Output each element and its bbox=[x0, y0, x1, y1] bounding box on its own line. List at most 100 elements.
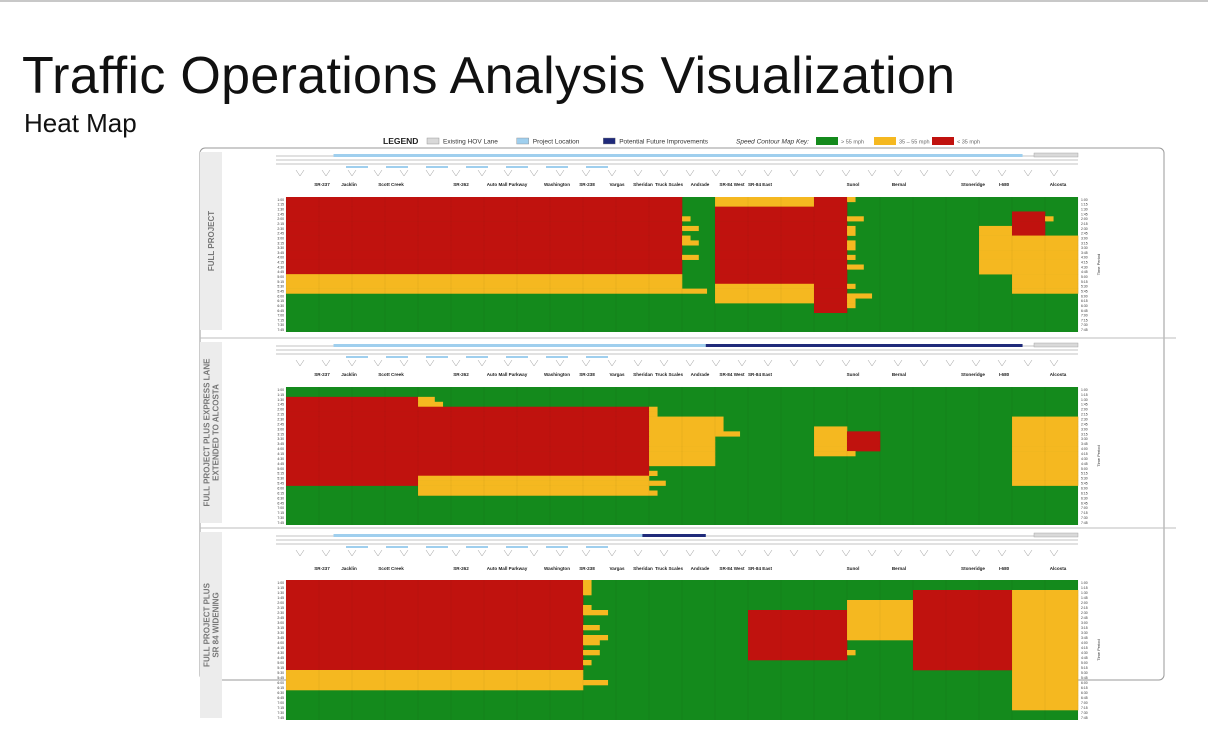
time-label-left: 5:00 bbox=[277, 467, 284, 471]
heatmap-cell bbox=[847, 600, 914, 606]
heatmap-cell bbox=[1012, 610, 1079, 616]
time-label-left: 6:45 bbox=[277, 696, 284, 700]
heatmap-cell bbox=[715, 288, 815, 294]
heatmap-cell bbox=[715, 230, 848, 236]
location-label: I-680 bbox=[999, 372, 1010, 377]
time-label-left: 3:30 bbox=[277, 246, 284, 250]
heatmap-cell bbox=[286, 635, 584, 641]
time-label-left: 6:30 bbox=[277, 304, 284, 308]
heatmap-cell bbox=[286, 225, 683, 232]
heatmap-cell bbox=[748, 615, 848, 621]
heatmap-cell bbox=[1012, 655, 1079, 661]
scenario-label: FULL PROJECT PLUS EXPRESS LANE bbox=[203, 358, 212, 507]
heatmap-cell bbox=[286, 221, 683, 227]
heatmap-cell bbox=[715, 278, 848, 285]
time-label-right: 1:45 bbox=[1081, 403, 1088, 407]
location-label: SR-262 bbox=[453, 182, 469, 187]
heatmap-cell bbox=[286, 451, 650, 457]
heatmap-cell bbox=[847, 620, 914, 626]
heatmap-cell bbox=[814, 431, 848, 437]
heatmap-cell bbox=[979, 235, 1079, 241]
ramp-tick bbox=[789, 359, 799, 367]
ramp-tick bbox=[633, 359, 643, 367]
heatmap-cell bbox=[847, 216, 864, 222]
heatmap-cell bbox=[913, 590, 1013, 596]
hov-lane-marker bbox=[1033, 342, 1079, 348]
heatmap-cell bbox=[715, 269, 848, 275]
ramp-tick bbox=[555, 169, 565, 177]
time-label-left: 7:00 bbox=[277, 314, 284, 318]
ramp-tick bbox=[607, 549, 617, 557]
location-label: Andrade bbox=[691, 372, 710, 377]
time-label-right: 5:45 bbox=[1081, 676, 1088, 680]
heatmap-cell bbox=[748, 645, 848, 651]
time-label-left: 4:30 bbox=[277, 457, 284, 461]
location-label: Andrade bbox=[691, 566, 710, 571]
heatmap-cell bbox=[286, 240, 683, 246]
project-bar bbox=[333, 534, 706, 537]
heatmap-cell bbox=[286, 625, 584, 631]
time-label-left: 7:30 bbox=[277, 516, 284, 520]
heatmap-cell bbox=[1012, 635, 1079, 641]
time-label-left: 4:45 bbox=[277, 462, 284, 466]
heatmap-cell bbox=[286, 274, 683, 280]
heatmap-cell bbox=[847, 298, 856, 304]
time-label-right: 5:45 bbox=[1081, 289, 1088, 293]
slide-subtitle: Heat Map bbox=[24, 108, 137, 138]
heatmap-cell bbox=[1012, 446, 1079, 452]
heatmap-cell bbox=[1012, 460, 1079, 467]
time-label-right: 3:15 bbox=[1081, 432, 1088, 436]
panel-1: FULL PROJECT SR-237 Jacklin Scott Creek SR-2… bbox=[200, 152, 1101, 332]
ramp-tick bbox=[425, 169, 435, 177]
heatmap-cell bbox=[715, 298, 815, 304]
ramp-tick bbox=[971, 169, 981, 177]
heatmap-cell bbox=[286, 610, 584, 616]
hov-lane-marker bbox=[1033, 532, 1079, 538]
heatmap-cell bbox=[286, 401, 419, 408]
ramp-tick bbox=[373, 549, 383, 557]
location-label: Alcosta bbox=[1050, 182, 1067, 187]
time-label-left: 2:30 bbox=[277, 418, 284, 422]
heatmap-cell bbox=[1012, 675, 1079, 681]
location-label: Scott Creek bbox=[378, 566, 404, 571]
heatmap-cell bbox=[847, 630, 914, 636]
heatmap-cell bbox=[418, 480, 666, 486]
heatmap-cell bbox=[979, 225, 1013, 232]
heatmap-cell bbox=[1012, 470, 1079, 477]
ramp-tick bbox=[867, 549, 877, 557]
ramp-tick bbox=[399, 169, 409, 177]
heatmap-cell bbox=[847, 197, 856, 203]
location-label: Alcosta bbox=[1050, 372, 1067, 377]
heatmap-cell bbox=[715, 293, 815, 299]
heatmap-cell bbox=[715, 245, 848, 251]
heatmap-cell bbox=[715, 201, 815, 207]
heatmap-cell bbox=[715, 235, 848, 241]
ramp-tick bbox=[295, 359, 305, 367]
heatmap-cell bbox=[583, 660, 592, 666]
heatmap-cell bbox=[913, 665, 1013, 671]
ramp-tick bbox=[737, 359, 747, 367]
heatmap-cell bbox=[847, 431, 881, 437]
heatmap-cell bbox=[649, 446, 716, 452]
heatmap-cell bbox=[814, 446, 848, 452]
time-label-left: 1:45 bbox=[277, 212, 284, 216]
heatmap-cell bbox=[1012, 451, 1079, 457]
heatmap-cell bbox=[1012, 221, 1046, 227]
heatmap-cell bbox=[286, 206, 683, 212]
heatmap-cell bbox=[1012, 441, 1079, 447]
legend: LEGEND Existing HOV Lane Project Location P… bbox=[383, 136, 980, 146]
time-label-right: 3:30 bbox=[1081, 631, 1088, 635]
ramp-tick bbox=[373, 169, 383, 177]
ramp-tick bbox=[919, 169, 929, 177]
time-label-right: 6:30 bbox=[1081, 496, 1088, 500]
ramp-tick bbox=[425, 359, 435, 367]
heatmap-cell bbox=[847, 610, 914, 616]
heatmap-cell bbox=[979, 245, 1079, 251]
heatmap-cell bbox=[286, 446, 650, 452]
heatmap-cell bbox=[979, 230, 1013, 236]
heatmap-cell bbox=[913, 635, 1013, 641]
heatmap-cell bbox=[715, 197, 815, 203]
speed-key-swatch-1 bbox=[874, 137, 896, 145]
heatmap-cell bbox=[715, 221, 848, 227]
heatmap-cell bbox=[286, 456, 650, 462]
